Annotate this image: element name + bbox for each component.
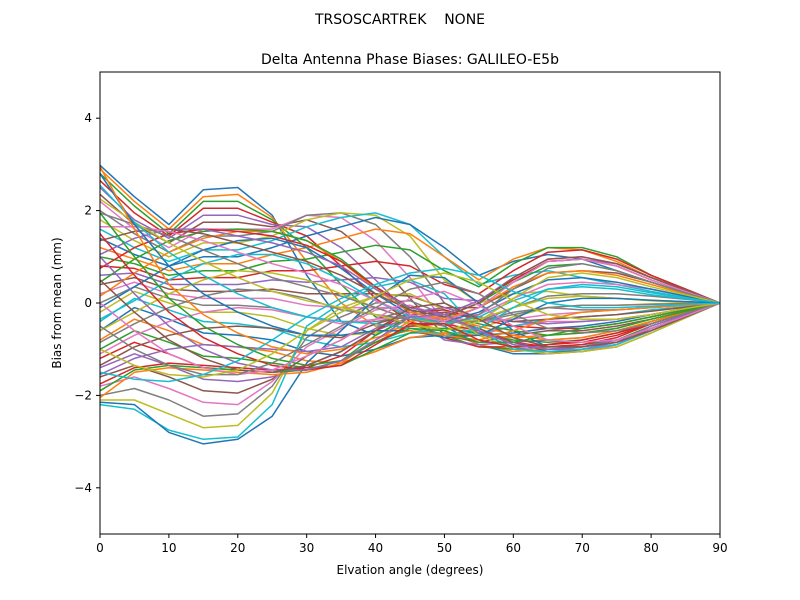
series-layer (100, 164, 720, 445)
y-axis-label: Bias from mean (mm) (50, 237, 64, 368)
series-line-47 (100, 226, 720, 323)
x-tick-label: 0 (96, 541, 104, 555)
x-tick-label: 90 (712, 541, 727, 555)
series-line-14 (100, 249, 720, 304)
x-tick-label: 50 (437, 541, 452, 555)
series-line-60 (100, 267, 720, 383)
y-tick-label: 2 (84, 204, 92, 218)
figure-suptitle: TRSOSCARTREK NONE (314, 12, 485, 28)
series-line-53 (100, 212, 720, 367)
x-tick-label: 40 (368, 541, 383, 555)
x-tick-label: 30 (299, 541, 314, 555)
series-line-16 (100, 269, 720, 309)
chart-title: Delta Antenna Phase Biases: GALILEO-E5b (261, 52, 559, 68)
x-tick-label: 70 (575, 541, 590, 555)
series-line-46 (100, 228, 720, 318)
series-line-13 (100, 244, 720, 304)
series-line-54 (100, 233, 720, 371)
x-tick-label: 80 (643, 541, 658, 555)
series-line-52 (100, 166, 720, 355)
y-axis: −4 −2 0 2 4 (74, 111, 100, 495)
series-line-48 (100, 212, 720, 327)
y-tick-label: 4 (84, 111, 92, 125)
series-line-59 (100, 272, 720, 378)
y-tick-label: 0 (84, 296, 92, 310)
plot-area (100, 72, 720, 534)
series-line-57 (100, 290, 720, 376)
x-tick-label: 20 (230, 541, 245, 555)
series-line-29 (100, 293, 720, 429)
x-axis: 0 10 20 30 40 50 60 70 80 90 (96, 534, 728, 555)
y-tick-label: −2 (74, 388, 92, 402)
series-line-42 (100, 230, 720, 320)
x-axis-label: Elvation angle (degrees) (337, 563, 484, 577)
x-tick-label: 60 (506, 541, 521, 555)
y-tick-label: −4 (74, 481, 92, 495)
x-tick-label: 10 (161, 541, 176, 555)
series-line-56 (100, 279, 720, 374)
